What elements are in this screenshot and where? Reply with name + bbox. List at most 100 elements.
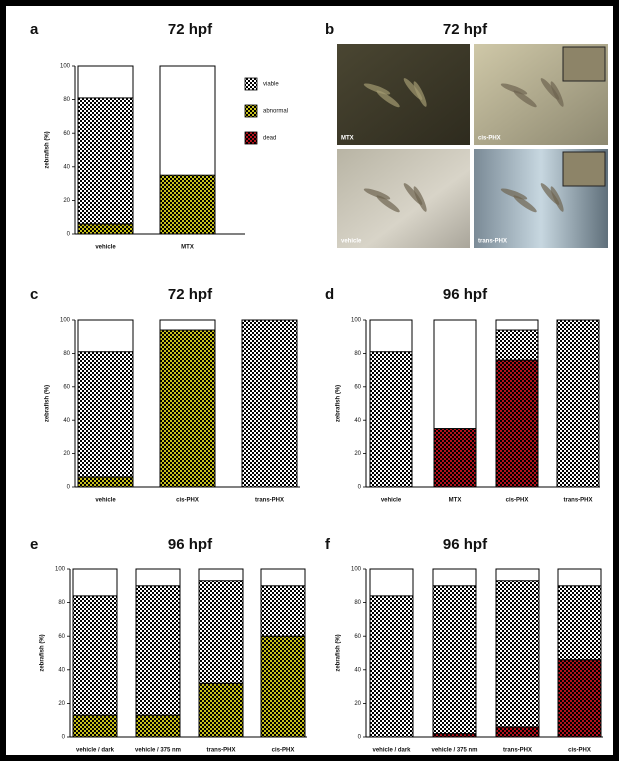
y-axis-label: zebrafish (%) (45, 385, 51, 422)
y-tick-label: 60 (354, 634, 361, 640)
panel-title: 72 hpf (443, 21, 488, 38)
x-tick-label: vehicle / 375 nm (431, 748, 477, 754)
x-tick-label: vehicle / 375 nm (135, 748, 181, 754)
bar-segment (496, 727, 539, 737)
y-tick-label: 40 (354, 667, 361, 673)
y-tick-label: 100 (60, 64, 71, 70)
legend-swatch (245, 78, 257, 90)
y-tick-label: 80 (354, 600, 361, 606)
y-tick-label: 60 (354, 384, 361, 390)
y-tick-label: 80 (354, 351, 361, 357)
photo-label: trans-PHX (478, 239, 507, 245)
y-tick-label: 20 (63, 451, 70, 457)
bar-segment (261, 586, 305, 636)
bar-segment (199, 581, 243, 683)
legend-label: abnormal (263, 109, 288, 115)
photo-label: vehicle (341, 239, 362, 245)
y-tick-label: 80 (63, 351, 70, 357)
chart-title: 72 hpf (168, 286, 213, 303)
x-tick-label: vehicle / dark (76, 748, 115, 754)
chart-title: 96 hpf (168, 536, 213, 553)
x-tick-label: cis-PHX (568, 748, 591, 754)
bar-segment (199, 683, 243, 737)
bar-segment (73, 596, 117, 715)
bar-segment (160, 330, 215, 487)
figure: a72 hpfzebrafish (%)020406080100vehicleM… (0, 0, 619, 761)
y-tick-label: 40 (354, 418, 361, 424)
y-tick-label: 20 (58, 701, 65, 707)
bar-segment (136, 715, 180, 737)
x-tick-label: vehicle (95, 245, 116, 251)
bar-segment (433, 734, 476, 737)
panel-label: b (325, 21, 334, 38)
y-axis-label: zebrafish (%) (40, 634, 46, 671)
y-tick-label: 20 (63, 198, 70, 204)
y-tick-label: 20 (354, 451, 361, 457)
panel-label: c (30, 286, 38, 303)
x-tick-label: cis-PHX (176, 498, 199, 504)
bar-segment (242, 320, 297, 487)
legend-label: viable (263, 82, 279, 88)
chart-title: 96 hpf (443, 536, 488, 553)
bar-segment (557, 320, 599, 487)
y-tick-label: 20 (354, 701, 361, 707)
x-tick-label: trans-PHX (503, 748, 532, 754)
panel-label: d (325, 286, 334, 303)
x-tick-label: vehicle (381, 498, 402, 504)
photo (337, 44, 470, 145)
legend-swatch (245, 132, 257, 144)
bar-segment (136, 586, 180, 715)
y-tick-label: 80 (58, 600, 65, 606)
x-tick-label: MTX (449, 498, 462, 504)
photo (337, 149, 470, 248)
y-tick-label: 40 (63, 164, 70, 170)
y-tick-label: 100 (351, 567, 362, 573)
panel-label: a (30, 21, 39, 38)
y-tick-label: 80 (63, 97, 70, 103)
legend-swatch (245, 105, 257, 117)
inset (563, 47, 605, 81)
bar-segment (370, 596, 413, 737)
panel-label: e (30, 536, 38, 553)
bar-segment (78, 352, 133, 477)
bar-segment (78, 224, 133, 234)
bar-segment (558, 660, 601, 737)
y-tick-label: 40 (63, 418, 70, 424)
bar-segment (78, 477, 133, 487)
y-axis-label: zebrafish (%) (336, 385, 342, 422)
x-tick-label: trans-PHX (255, 498, 284, 504)
x-tick-label: trans-PHX (206, 748, 235, 754)
y-tick-label: 60 (63, 131, 70, 137)
photo-label: MTX (341, 136, 354, 142)
y-tick-label: 60 (63, 384, 70, 390)
y-tick-label: 40 (58, 667, 65, 673)
inset (563, 152, 605, 186)
y-tick-label: 100 (55, 567, 66, 573)
bar-segment (160, 175, 215, 234)
chart-title: 96 hpf (443, 286, 488, 303)
x-tick-label: cis-PHX (506, 498, 529, 504)
bar-segment (558, 586, 601, 660)
chart-title: 72 hpf (168, 21, 213, 38)
x-tick-label: vehicle / dark (372, 748, 411, 754)
bar-segment (434, 429, 476, 487)
bar-segment (496, 330, 538, 360)
legend-label: dead (263, 136, 276, 142)
y-tick-label: 60 (58, 634, 65, 640)
x-tick-label: MTX (181, 245, 194, 251)
y-tick-label: 100 (60, 318, 71, 324)
bar-segment (496, 360, 538, 487)
bar-segment (261, 636, 305, 737)
y-axis-label: zebrafish (%) (45, 131, 51, 168)
photo-label: cis-PHX (478, 136, 501, 142)
x-tick-label: vehicle (95, 498, 116, 504)
bar-segment (496, 581, 539, 727)
y-axis-label: zebrafish (%) (336, 634, 342, 671)
x-tick-label: trans-PHX (563, 498, 592, 504)
y-tick-label: 100 (351, 318, 362, 324)
bar-segment (78, 98, 133, 224)
bar-segment (73, 715, 117, 737)
bar-segment (370, 352, 412, 487)
bar-segment (433, 586, 476, 734)
x-tick-label: cis-PHX (272, 748, 295, 754)
